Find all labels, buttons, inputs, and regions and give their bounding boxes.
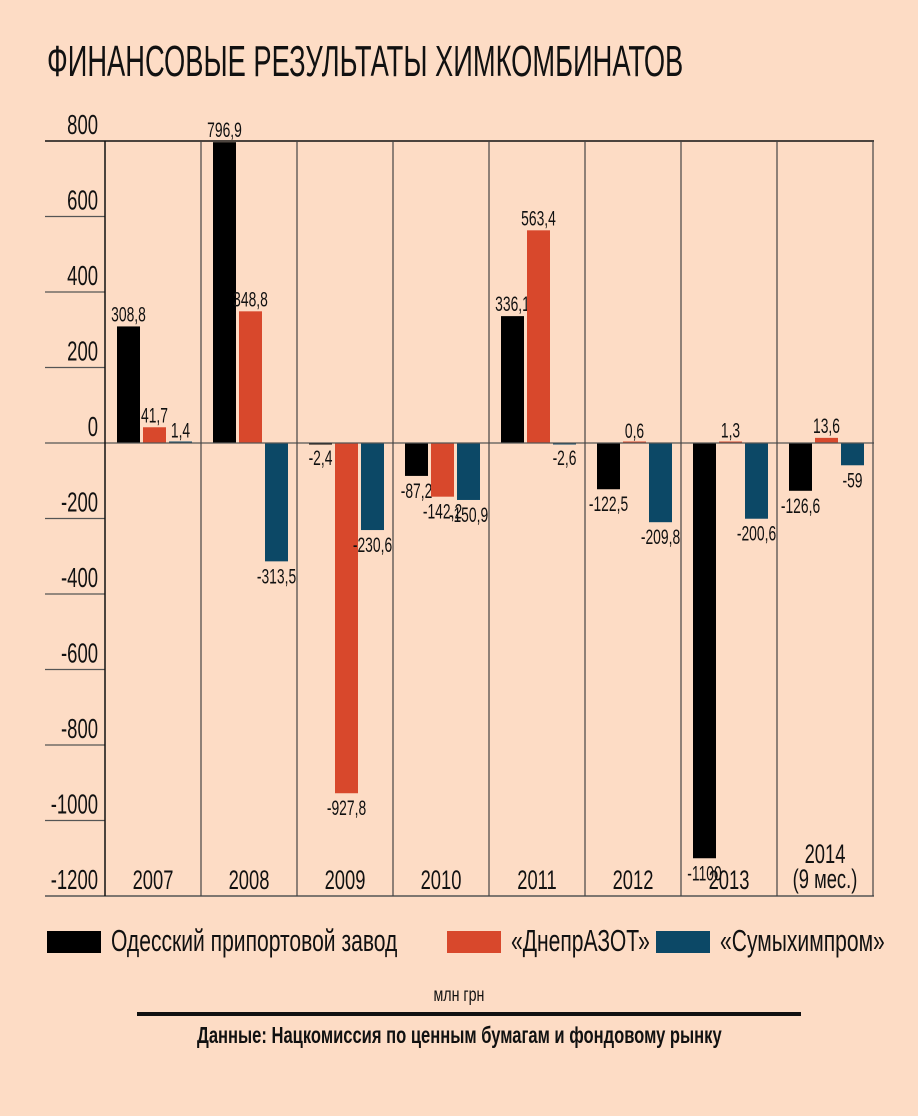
legend-label: «ДнепрАЗОТ» [511,923,650,958]
data-label: -200,6 [737,522,776,546]
data-label: -87,2 [401,479,433,503]
x-tick-label: 2014 [805,838,846,868]
y-tick-label: 0 [88,412,98,443]
blue-swatch-icon [656,931,710,953]
footer-divider [137,1012,801,1016]
red-swatch-icon [447,931,501,953]
data-label: 308,8 [111,303,146,327]
x-tick-label: 2008 [229,864,270,894]
bar [623,441,646,443]
y-tick-label: 200 [67,337,98,368]
data-label: -150,9 [449,503,488,527]
source-wrap: Данные: Нацкомиссия по ценным бумагам и … [0,1022,918,1049]
bar [239,311,262,443]
data-label: 41,7 [141,403,168,427]
bar [501,316,524,443]
data-label: -927,8 [327,796,366,820]
bar [553,443,576,445]
bar [405,443,428,476]
data-label: 13,6 [813,414,840,438]
bar [309,443,332,445]
bar [815,437,838,443]
x-tick-label: 2010 [421,864,462,894]
data-label: 796,9 [207,118,242,142]
x-tick-label: 2009 [325,864,366,894]
bar [335,443,358,794]
bar [265,443,288,562]
x-tick-label: 2012 [613,864,654,894]
data-label: -230,6 [353,533,392,557]
legend-label: «Сумыхимпром» [720,923,885,958]
x-tick-sublabel: (9 мес.) [793,863,858,893]
bar [143,427,166,443]
bar-chart: 800 600 400 200 0 -200 -400 -600 -800 -1000 -1200 3… [45,110,874,897]
bar [361,443,384,531]
data-label: -126,6 [781,494,820,518]
data-label: -209,8 [641,525,680,549]
data-label: 1,4 [171,419,190,443]
data-label: 0,6 [625,419,644,443]
x-tick-label: 2011 [517,864,556,894]
legend-label: Одесский припортовой завод [111,923,398,958]
bar [117,326,140,443]
bar [745,443,768,519]
data-label: -1100 [687,861,721,885]
bar [789,443,812,491]
data-label: -313,5 [257,564,296,588]
units-label: млн грн [433,985,485,1006]
chart-title: ФИНАНСОВЫЕ РЕЗУЛЬТАТЫ ХИМКОМБИНАТОВ [47,37,684,86]
data-label: -59 [842,468,862,492]
y-tick-label: -200 [61,488,98,519]
x-tick-label: 2007 [133,864,174,894]
bar [527,230,550,443]
data-label: 336,1 [495,292,530,316]
bar [213,142,236,443]
bar [841,443,864,466]
y-tick-label: -400 [61,563,98,594]
y-tick-label: -600 [61,639,98,670]
bar [597,443,620,490]
data-label: -2,6 [553,446,577,470]
data-label: -142,2 [423,500,462,524]
bar [719,441,742,443]
bar [457,443,480,500]
y-tick-label: 400 [67,261,98,292]
black-swatch-icon [47,931,101,953]
y-tick-label: 800 [67,110,98,141]
source-note: Данные: Нацкомиссия по ценным бумагам и … [196,1022,722,1048]
bar [169,441,192,443]
y-tick-label: -800 [61,714,98,745]
bar [649,443,672,523]
data-label: 348,8 [233,287,268,311]
data-label: -122,5 [589,492,628,516]
bar [431,443,454,497]
y-tick-label: -1200 [51,865,98,896]
y-tick-label: -1000 [51,790,98,821]
x-tick-label: 2013 [709,864,750,894]
data-label: 1,3 [721,419,740,443]
bar [693,443,716,859]
units-label-wrap: млн грн [0,985,918,1007]
y-tick-label: 600 [67,186,98,217]
data-label: 563,4 [521,206,556,230]
data-label: -2,4 [309,446,333,470]
